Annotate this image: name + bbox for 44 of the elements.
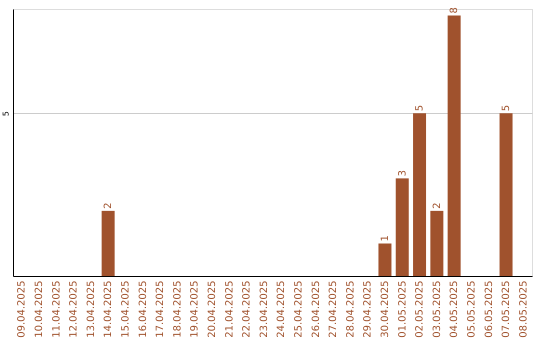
x-tick-label: 07.05.2025 <box>501 280 512 338</box>
bar <box>102 210 115 276</box>
x-tick-label: 23.04.2025 <box>258 280 270 338</box>
x-tick-label: 25.04.2025 <box>293 280 304 338</box>
x-tick-label: 11.04.2025 <box>51 280 62 338</box>
x-tick-label: 16.04.2025 <box>138 280 149 338</box>
bar <box>500 113 513 276</box>
data-label: 2 <box>103 202 114 209</box>
x-tick-label: 10.04.2025 <box>34 280 45 338</box>
x-tick-label: 13.04.2025 <box>86 280 97 338</box>
x-tick-label: 01.05.2025 <box>397 280 408 338</box>
data-label: 8 <box>449 7 460 14</box>
data-label: 1 <box>380 235 391 242</box>
data-label: 3 <box>397 170 408 176</box>
x-tick-label: 30.04.2025 <box>380 280 391 338</box>
x-tick-label: 05.05.2025 <box>466 280 478 338</box>
x-tick-label: 12.04.2025 <box>68 280 80 338</box>
x-tick-label: 18.04.2025 <box>172 280 184 338</box>
bar <box>430 210 444 276</box>
bar <box>448 16 461 276</box>
x-tick-label: 09.04.2025 <box>16 280 28 338</box>
x-tick-label: 04.05.2025 <box>449 280 460 338</box>
x-tick-label: 27.04.2025 <box>328 280 340 338</box>
data-label: 2 <box>432 202 443 209</box>
x-tick-label: 17.04.2025 <box>155 280 166 338</box>
x-tick-label: 21.04.2025 <box>224 280 236 338</box>
x-tick-label: 15.04.2025 <box>120 280 132 338</box>
x-tick-label: 20.04.2025 <box>206 280 218 338</box>
x-tick-label: 26.04.2025 <box>310 280 322 338</box>
bar <box>378 243 392 276</box>
bar <box>413 113 426 276</box>
data-label: 5 <box>414 104 426 112</box>
x-tick-label: 22.04.2025 <box>242 280 253 338</box>
x-tick-label: 29.04.2025 <box>362 280 374 338</box>
x-tick-label: 24.04.2025 <box>276 280 288 338</box>
x-tick-label: 28.04.2025 <box>345 280 356 338</box>
x-tick-label: 06.05.2025 <box>484 280 495 338</box>
x-tick-label: 19.04.2025 <box>190 280 201 338</box>
bar <box>396 178 409 276</box>
x-tick-label: 02.05.2025 <box>414 280 426 338</box>
x-tick-label: 08.05.2025 <box>518 280 530 338</box>
x-tick-label: 14.04.2025 <box>103 280 114 338</box>
x-tick-label: 03.05.2025 <box>432 280 443 338</box>
data-label: 5 <box>501 104 512 112</box>
